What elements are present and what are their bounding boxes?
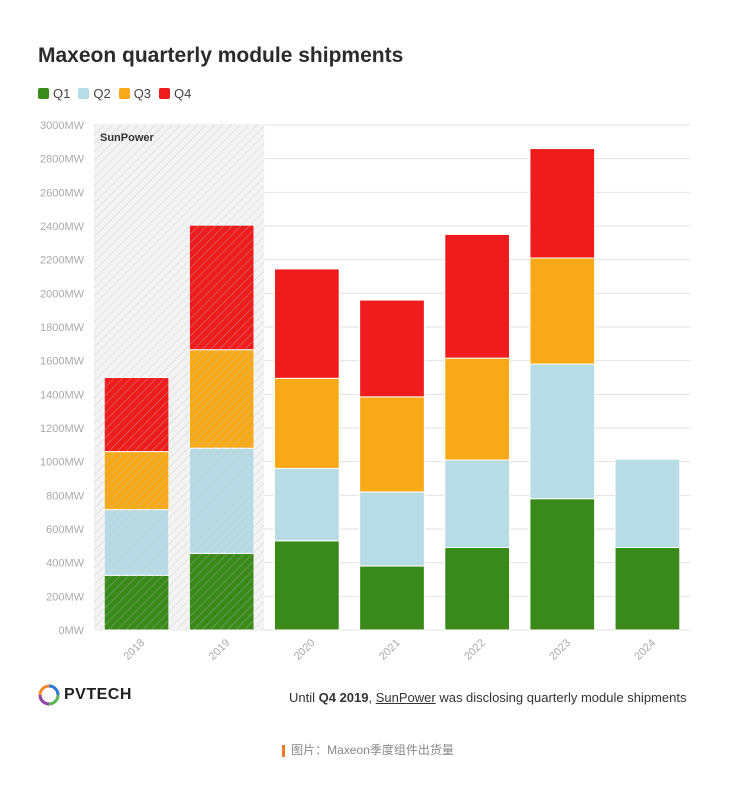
legend-label-q3: Q3 xyxy=(133,86,152,101)
x-tick-label: 2018 xyxy=(122,637,148,663)
footnote-suffix: was disclosing quarterly module shipment… xyxy=(435,690,687,705)
y-tick-label: 600MW xyxy=(46,524,85,536)
y-tick-label: 2400MW xyxy=(40,221,85,233)
footnote-prefix: Until xyxy=(289,690,319,705)
legend-swatch-q2 xyxy=(78,88,90,99)
y-tick-label: 1800MW xyxy=(40,322,85,334)
legend-label-q4: Q4 xyxy=(174,86,192,101)
chart-legend: Q1 Q2 Q3 Q4 xyxy=(38,86,191,101)
x-tick-label: 2024 xyxy=(632,637,658,663)
y-tick-label: 1000MW xyxy=(40,457,85,469)
caption-text: 图片：Maxeon季度组件出货量 xyxy=(291,743,454,757)
bar-2020-q3 xyxy=(274,377,340,469)
footnote-sunpower-link[interactable]: SunPower xyxy=(375,690,436,705)
legend-item-q4: Q4 xyxy=(159,86,191,101)
x-tick-label: 2022 xyxy=(462,637,488,663)
x-tick-label: 2020 xyxy=(292,637,318,663)
y-tick-label: 800MW xyxy=(46,490,85,502)
y-tick-label: 3000MW xyxy=(40,120,85,132)
x-tick-label: 2021 xyxy=(377,637,403,663)
bar-2021-q1 xyxy=(359,565,425,631)
y-tick-label: 0MW xyxy=(58,625,84,637)
bar-2020-q4 xyxy=(274,268,340,379)
stacked-bar-chart: 0MW 200MW 400MW 600MW 800MW 1000MW 1200MW 1400M… xyxy=(40,120,690,663)
x-tick-label: 2023 xyxy=(547,637,573,663)
footnote-sep: , xyxy=(368,690,376,705)
y-tick-label: 1600MW xyxy=(40,356,85,368)
bar-2022-q2 xyxy=(444,459,510,549)
y-tick-label: 400MW xyxy=(46,558,85,570)
y-tick-label: 1400MW xyxy=(40,389,85,401)
bar-2021-q3 xyxy=(359,396,425,493)
caption-marker xyxy=(282,744,286,757)
shaded-region-label: SunPower xyxy=(100,132,155,144)
x-tick-label: 2019 xyxy=(207,637,233,663)
bar-2020-q1 xyxy=(274,540,340,631)
bar-2021-q4 xyxy=(359,299,425,398)
legend-label-q1: Q1 xyxy=(53,86,71,101)
bar-2021-q2 xyxy=(359,491,425,567)
legend-item-q1: Q1 xyxy=(38,86,70,101)
bar-2022-q4 xyxy=(444,233,510,359)
pvtech-logo-text: PVTECH xyxy=(64,686,132,703)
bar-2023-q3 xyxy=(529,257,596,365)
y-tick-label: 1200MW xyxy=(40,423,85,435)
pvtech-logo-icon xyxy=(38,684,60,706)
y-tick-label: 200MW xyxy=(46,591,85,603)
bar-2024-q2 xyxy=(614,458,681,549)
pvtech-logo: PVTECH xyxy=(38,684,132,706)
footnote: Until Q4 2019, SunPower was disclosing q… xyxy=(289,690,686,705)
bar-2023-q4 xyxy=(529,148,596,259)
bar-2023-q2 xyxy=(529,363,596,500)
legend-item-q2: Q2 xyxy=(78,86,111,101)
y-tick-label: 2600MW xyxy=(40,187,85,199)
legend-swatch-q1 xyxy=(38,88,49,99)
y-tick-label: 2200MW xyxy=(40,255,85,267)
bar-2022-q1 xyxy=(444,547,510,631)
legend-label-q2: Q2 xyxy=(93,86,111,101)
legend-swatch-q3 xyxy=(118,88,130,99)
y-tick-label: 2800MW xyxy=(40,154,85,166)
shaded-region-hatch xyxy=(94,125,265,630)
chart-title: Maxeon quarterly module shipments xyxy=(38,44,404,67)
bar-2023-q1 xyxy=(529,498,596,631)
bar-2024-q1 xyxy=(614,547,681,631)
bar-2022-q3 xyxy=(444,357,510,461)
image-caption: 图片：Maxeon季度组件出货量 xyxy=(0,741,736,758)
footnote-bold: Q4 2019 xyxy=(318,690,369,705)
legend-item-q3: Q3 xyxy=(118,86,152,101)
legend-swatch-q4 xyxy=(159,88,171,99)
y-tick-label: 2000MW xyxy=(40,288,85,300)
bar-2020-q2 xyxy=(274,467,340,542)
